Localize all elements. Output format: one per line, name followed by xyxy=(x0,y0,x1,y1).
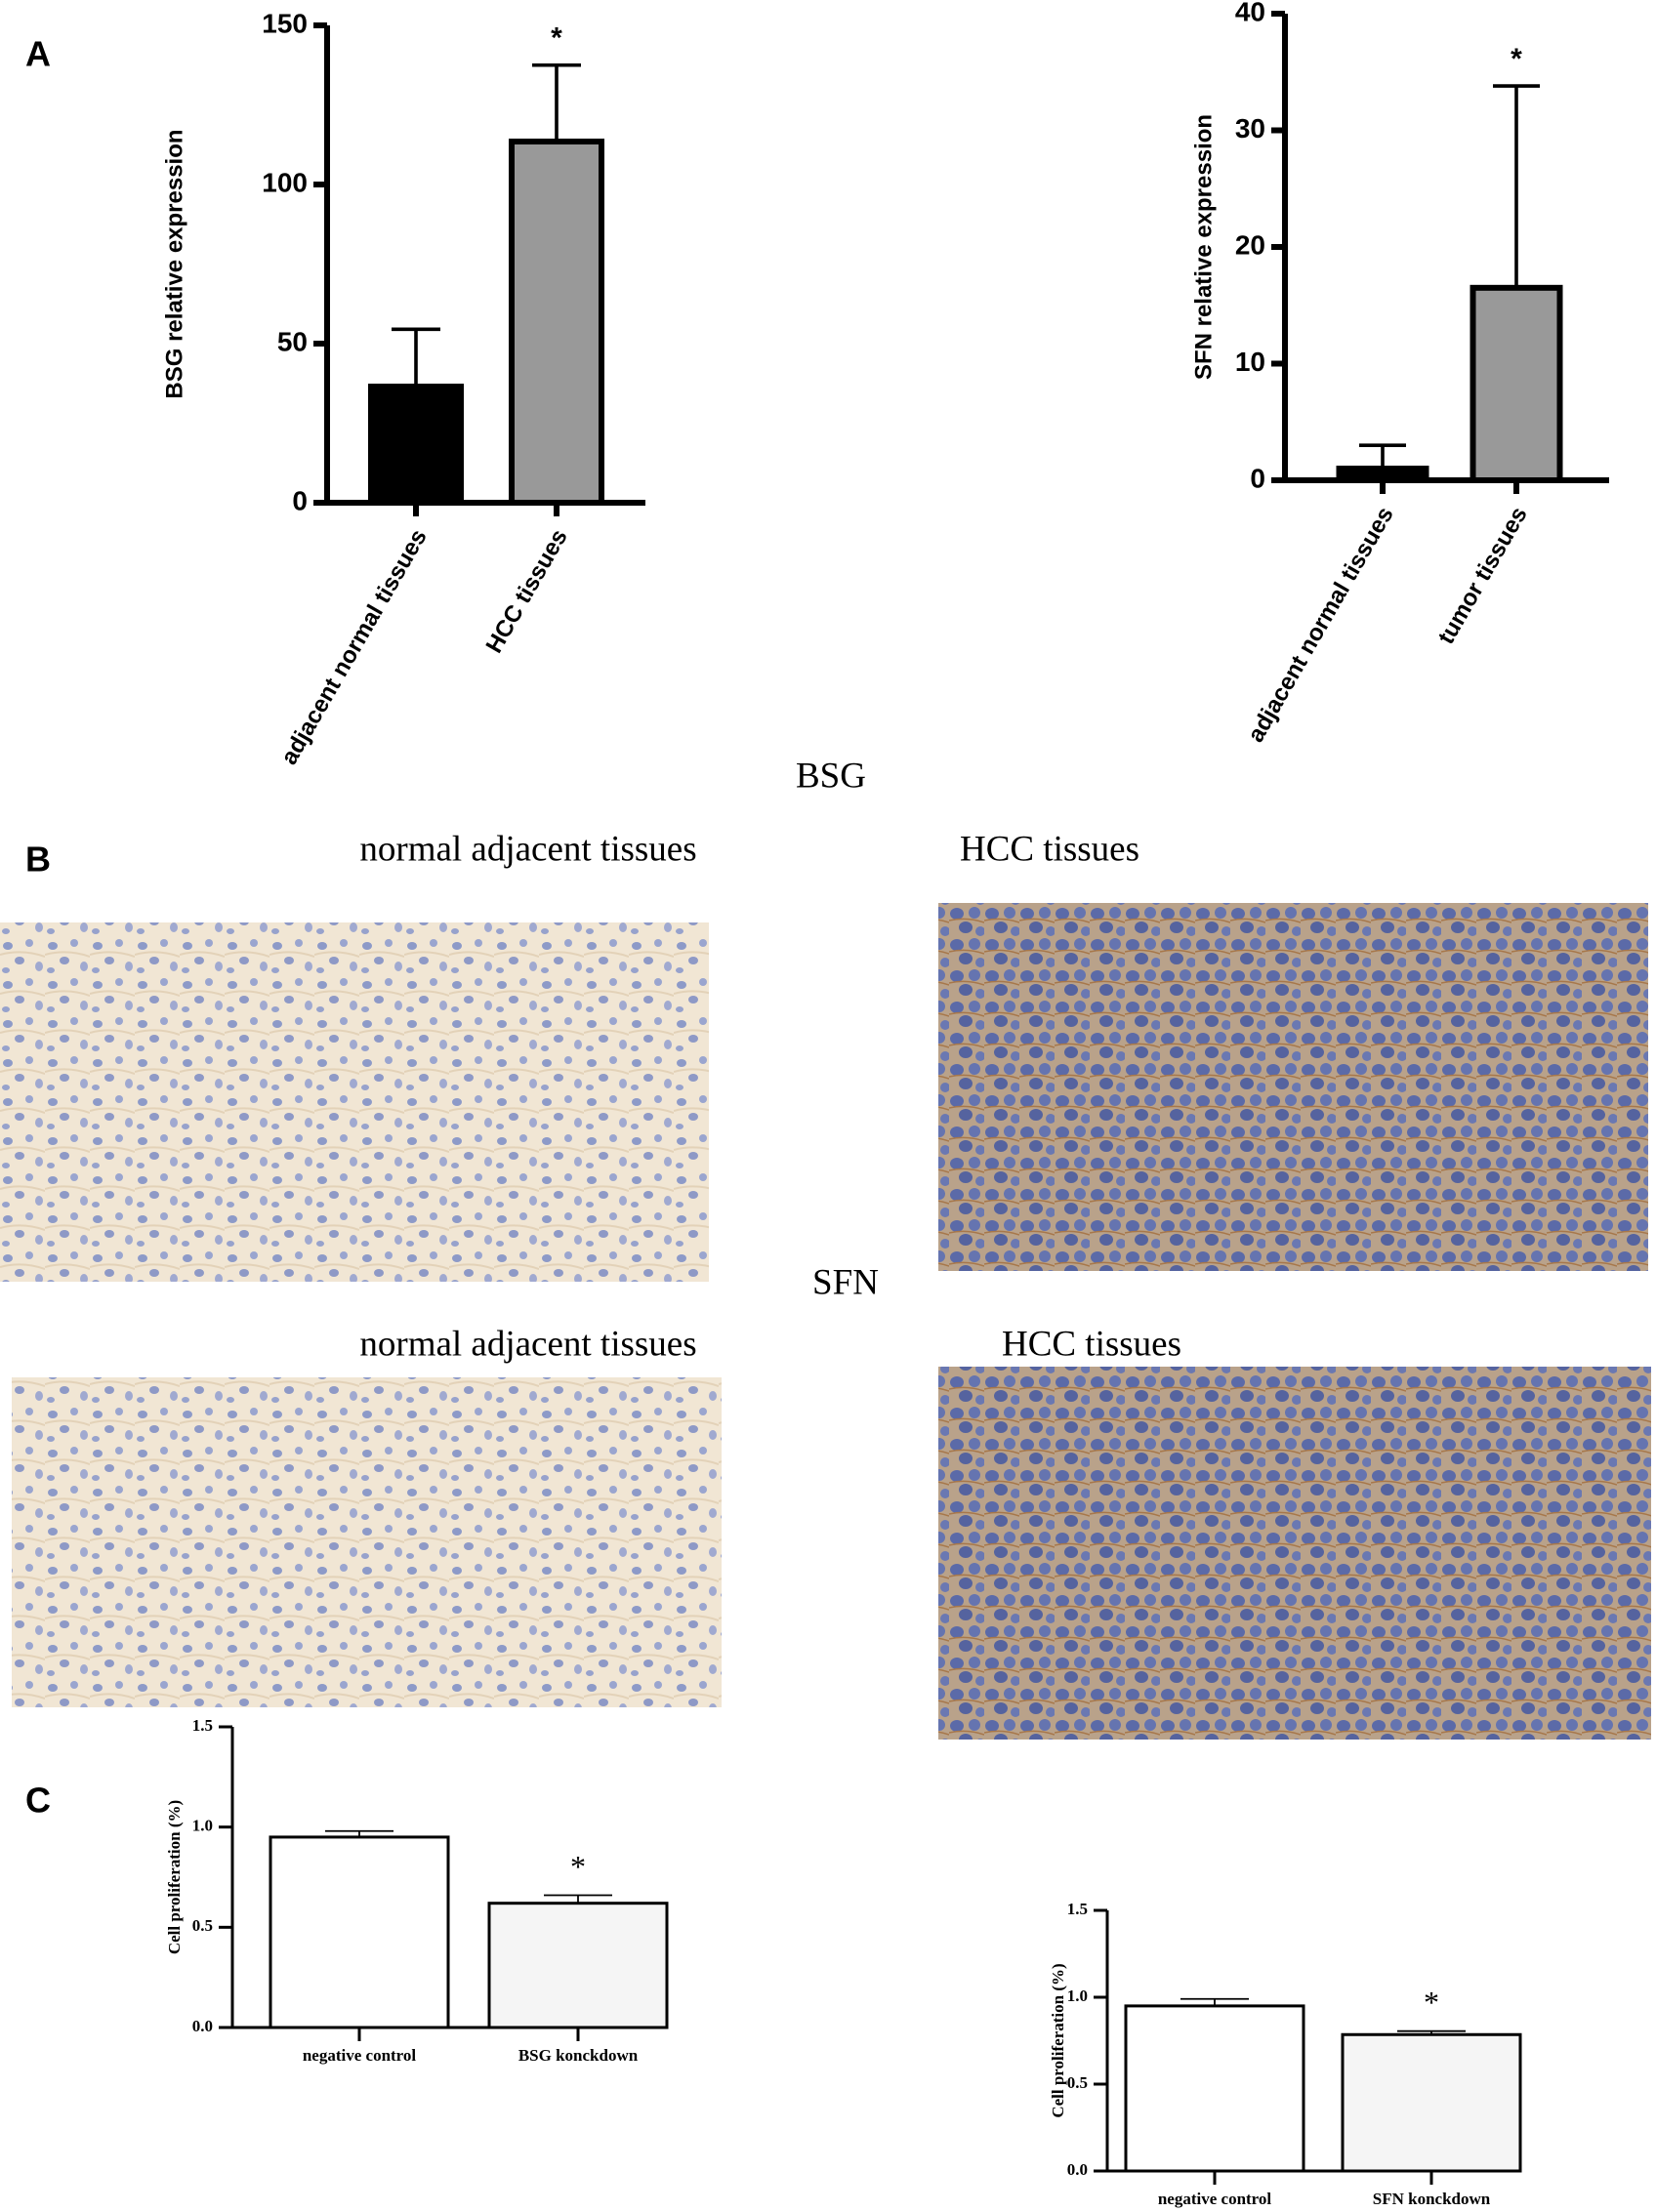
y-tick-label: 1.0 xyxy=(192,1817,213,1835)
x-tick-label: adjacent normal tissues xyxy=(276,525,433,769)
micrograph xyxy=(938,1367,1651,1740)
y-axis-label: Cell proliferation (%) xyxy=(165,1800,184,1954)
y-axis-label: SFN relative expression xyxy=(1190,114,1217,380)
y-tick-label: 10 xyxy=(1235,347,1265,377)
y-tick-label: 1.5 xyxy=(192,1716,213,1735)
error-bar xyxy=(532,62,581,142)
bar xyxy=(487,1902,669,2029)
y-tick-label: 0 xyxy=(1250,463,1265,493)
bar xyxy=(1470,284,1563,484)
bar xyxy=(1124,2004,1305,2173)
y-tick-label: 100 xyxy=(262,167,308,197)
micrograph-caption: HCC tissues xyxy=(1002,1324,1181,1364)
x-tick-label: HCC tissues xyxy=(481,525,573,658)
y-tick-label: 20 xyxy=(1235,229,1265,260)
y-tick-label: 30 xyxy=(1235,113,1265,143)
micrograph xyxy=(12,1377,722,1707)
y-tick-label: 1.0 xyxy=(1067,1987,1088,2005)
y-tick-label: 40 xyxy=(1235,0,1265,26)
y-axis-label: BSG relative expression xyxy=(161,129,187,398)
error-bar xyxy=(1180,1997,1249,2006)
y-tick-label: 1.5 xyxy=(1067,1900,1088,1918)
x-tick-label: tumor tissues xyxy=(1433,503,1533,649)
y-tick-label: 0.5 xyxy=(192,1916,213,1935)
y-axis-label: Cell proliferation (%) xyxy=(1049,1963,1067,2117)
x-tick-label: SFN konckdown xyxy=(1373,2190,1491,2208)
bar xyxy=(1341,2032,1522,2173)
bar xyxy=(509,138,604,507)
y-tick-label: 0.0 xyxy=(1067,2160,1088,2179)
x-tick-label: adjacent normal tissues xyxy=(1243,503,1399,747)
error-bar xyxy=(392,327,440,388)
panel-label: A xyxy=(25,34,51,74)
micrograph-title: BSG xyxy=(796,756,866,796)
micrograph-caption: HCC tissues xyxy=(960,829,1139,869)
micrograph-title: SFN xyxy=(812,1262,879,1302)
bar xyxy=(368,384,464,507)
x-tick-label: negative control xyxy=(303,2046,417,2065)
micrograph-caption: normal adjacent tissues xyxy=(359,1324,696,1364)
micrograph-caption: normal adjacent tissues xyxy=(359,829,696,869)
significance-mark: * xyxy=(570,1849,586,1884)
micrograph xyxy=(938,903,1648,1271)
panel-label: B xyxy=(25,840,51,880)
y-tick-label: 0.0 xyxy=(192,2017,213,2035)
significance-mark: * xyxy=(551,22,562,55)
bar xyxy=(269,1835,450,2029)
y-tick-label: 150 xyxy=(262,8,308,38)
error-bar xyxy=(544,1894,612,1904)
micrograph xyxy=(0,922,709,1282)
error-bar xyxy=(325,1829,393,1837)
x-tick-label: negative control xyxy=(1158,2190,1272,2208)
error-bar xyxy=(1493,84,1540,288)
significance-mark: * xyxy=(1424,1985,1439,2020)
x-tick-label: BSG konckdown xyxy=(518,2046,639,2065)
error-bar xyxy=(1397,2029,1466,2035)
significance-mark: * xyxy=(1511,43,1522,75)
panel-label: C xyxy=(25,1781,51,1821)
error-bar xyxy=(1359,443,1406,470)
y-tick-label: 0.5 xyxy=(1067,2073,1088,2092)
y-tick-label: 0 xyxy=(292,485,308,515)
y-tick-label: 50 xyxy=(277,326,308,356)
